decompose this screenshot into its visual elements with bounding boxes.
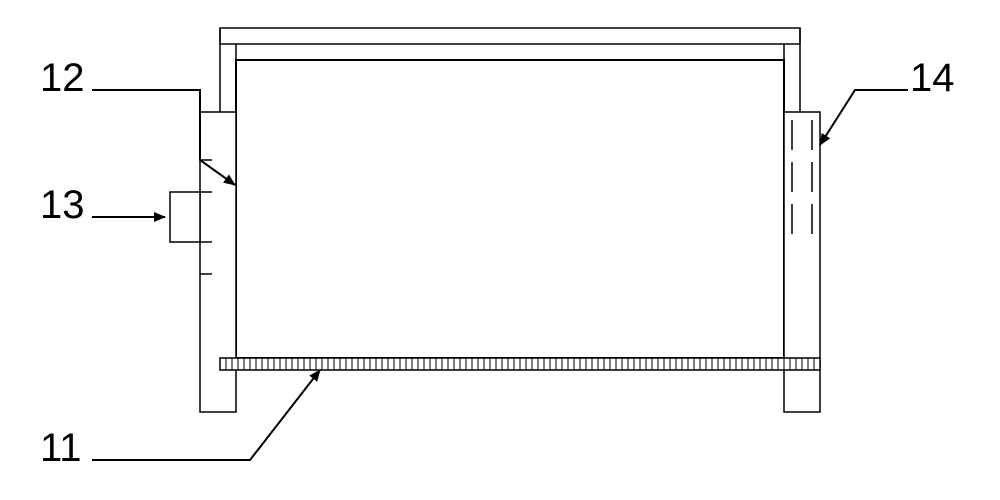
callout-label-13: 13: [40, 183, 85, 228]
technical-diagram: 11 12 13 14: [0, 0, 1000, 500]
diagram-svg: [0, 0, 1000, 500]
callout-label-14: 14: [910, 56, 955, 101]
callout-label-12: 12: [40, 56, 85, 101]
callout-label-11: 11: [40, 426, 82, 471]
